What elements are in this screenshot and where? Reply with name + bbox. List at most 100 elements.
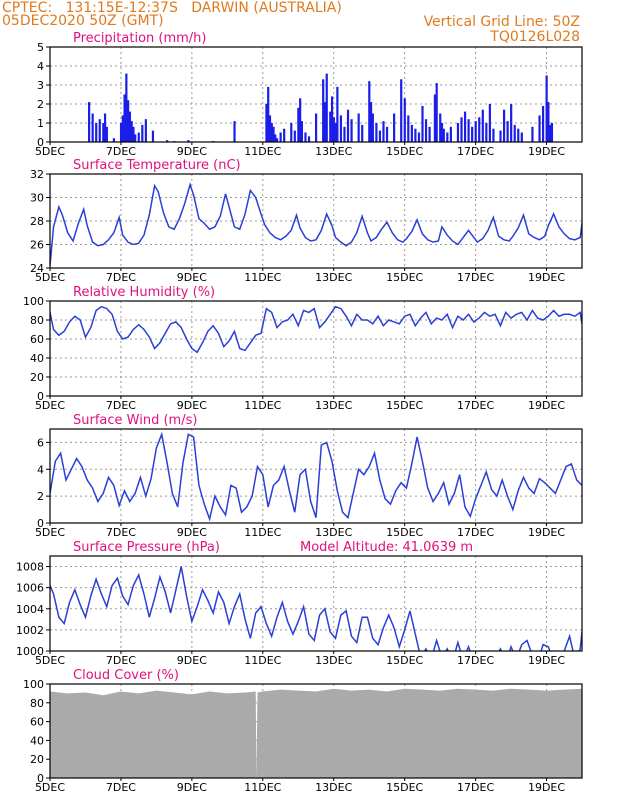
x-tick-label: 5DEC	[35, 654, 65, 667]
panel-title: Surface Temperature (nC)	[73, 158, 241, 173]
panel-title: Precipitation (mm/h)	[73, 31, 206, 46]
precip-bar	[332, 117, 335, 142]
y-tick-label: 80	[30, 697, 44, 710]
precip-bar	[531, 126, 534, 142]
precip-bar	[460, 117, 463, 142]
y-tick-label: 80	[30, 314, 44, 327]
x-tick-label: 5DEC	[35, 271, 65, 284]
series-4	[50, 566, 582, 651]
precip-bar	[541, 105, 545, 142]
panel-1: 24 26 28 30 32 5DEC 7DEC 9DEC 11DEC 13DEC 15DEC 17D…	[30, 158, 583, 284]
x-tick-label: 19DEC	[528, 399, 565, 412]
precip-bar	[121, 115, 124, 142]
y-tick-label: 24	[30, 262, 44, 275]
precip-bar	[478, 117, 481, 142]
precip-bar	[330, 96, 334, 142]
precip-bar	[112, 138, 116, 142]
precip-bar	[439, 113, 442, 142]
precip-bar	[357, 113, 360, 142]
precip-bar	[141, 124, 144, 142]
panel-0: 0 1 2 3 4 5 5DEC 7DEC 9DEC 11DEC 13DEC 15DEC 17DEC 19…	[35, 31, 583, 158]
precip-bar	[265, 104, 268, 142]
precip-bar	[545, 75, 548, 142]
y-tick-label: 1002	[16, 624, 44, 637]
precip-bar	[128, 111, 131, 142]
precip-bar	[267, 86, 270, 142]
precip-bar	[433, 94, 437, 142]
precip-bar	[369, 102, 373, 142]
panel-4: 1000 1002 1004 1006 1008 5DEC 7DEC 9DEC 11DEC 13D…	[16, 540, 583, 667]
panel-title: Surface Wind (m/s)	[73, 413, 197, 428]
series-1	[50, 182, 582, 266]
precip-bar	[502, 109, 506, 142]
precip-bar	[293, 130, 296, 142]
x-tick-label: 9DEC	[177, 271, 207, 284]
x-tick-label: 7DEC	[106, 145, 136, 158]
precip-bar	[187, 140, 190, 142]
precip-bar	[350, 119, 353, 142]
series-line	[50, 182, 582, 266]
precip-bar	[456, 123, 460, 142]
precip-bar	[105, 126, 108, 142]
precip-bar	[385, 126, 389, 142]
y-tick-label: 6	[37, 436, 44, 449]
x-tick-label: 9DEC	[177, 526, 207, 539]
x-tick-label: 15DEC	[386, 271, 423, 284]
y-tick-label: 1000	[16, 645, 44, 658]
series-line	[50, 431, 582, 522]
header-grid-line: Vertical Grid Line: 50Z	[423, 14, 580, 30]
precip-bar	[299, 98, 302, 142]
x-tick-label: 15DEC	[386, 654, 423, 667]
precip-bar	[98, 119, 101, 142]
precip-bar	[91, 113, 94, 142]
y-tick-label: 26	[30, 239, 44, 252]
precip-bar	[421, 105, 424, 142]
precip-bar	[297, 107, 300, 142]
x-tick-label: 9DEC	[177, 399, 207, 412]
y-tick-label: 1006	[16, 582, 44, 595]
precip-bar	[102, 123, 105, 142]
precip-bar	[407, 115, 410, 142]
precip-bar	[304, 132, 307, 142]
precip-bar	[346, 109, 350, 142]
precip-bar	[275, 138, 279, 142]
cloud-area	[50, 688, 582, 778]
x-tick-label: 13DEC	[315, 399, 352, 412]
x-tick-label: 13DEC	[315, 526, 352, 539]
precip-bar	[343, 126, 346, 142]
header-date: 05DEC2020 50Z (GMT)	[2, 13, 164, 29]
precip-bar	[547, 102, 550, 142]
precip-bar	[329, 111, 332, 142]
x-tick-label: 11DEC	[244, 399, 281, 412]
plot-frame	[49, 683, 583, 779]
x-tick-label: 19DEC	[528, 526, 565, 539]
series-3	[50, 431, 582, 522]
precip-bar	[492, 128, 495, 142]
x-tick-label: 19DEC	[528, 145, 565, 158]
precip-bar	[424, 119, 428, 142]
precip-bar	[403, 98, 406, 142]
precip-bar	[474, 121, 477, 142]
x-tick-label: 17DEC	[457, 654, 494, 667]
precip-bar	[378, 130, 382, 142]
precip-bar	[233, 121, 236, 142]
x-tick-label: 17DEC	[457, 145, 494, 158]
x-tick-label: 11DEC	[244, 526, 281, 539]
precip-bar	[499, 130, 502, 142]
header: CPTEC: 131:15E-12:37S DARWIN (AUSTRALIA)…	[0, 0, 618, 46]
panel-title: Relative Humidity (%)	[73, 285, 215, 300]
precip-bar	[137, 132, 140, 142]
precip-bar	[414, 128, 417, 142]
panel-3: 0 2 4 6 5DEC 7DEC 9DEC 11DEC 13DEC 15DEC 17DEC 19DE…	[35, 413, 583, 539]
precip-bar	[274, 134, 277, 142]
precip-bar	[417, 132, 421, 142]
x-tick-label: 17DEC	[457, 399, 494, 412]
precip-bar	[323, 102, 327, 142]
precip-bar	[300, 121, 304, 142]
y-tick-label: 4	[37, 60, 44, 73]
series-5	[50, 688, 582, 778]
precip-bar	[334, 123, 337, 142]
x-tick-label: 11DEC	[244, 781, 281, 794]
precip-bar	[279, 132, 282, 142]
